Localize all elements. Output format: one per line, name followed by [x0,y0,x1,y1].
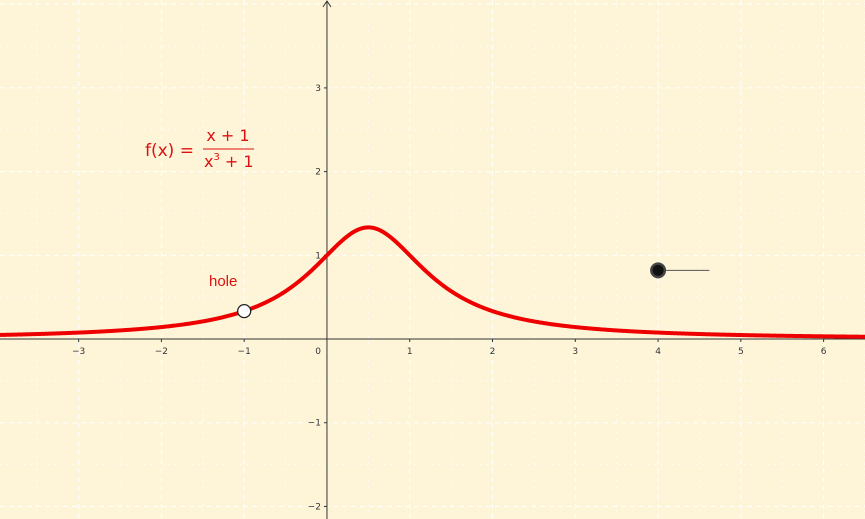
function-curve[interactable] [0,225,865,339]
formula-denominator-base: x [204,152,213,171]
x-tick-label: 6 [821,347,827,357]
function-formula: f(x) = x + 1 x3 + 1 [145,126,254,171]
y-tick-label: 1 [315,251,321,261]
slider-knob-center [652,264,664,276]
x-tick-label: 3 [572,347,578,357]
y-tick-label: −1 [308,419,321,429]
y-tick-label: 3 [315,84,321,94]
x-tick-label: −3 [72,347,85,357]
x-tick-label: 1 [407,347,413,357]
origin-label: 0 [315,347,321,357]
hole-point[interactable] [237,303,252,319]
slider[interactable] [650,262,710,279]
y-axis-arrow [322,0,332,8]
x-tick-label: 4 [655,347,661,357]
formula-lhs: f(x) = [145,141,194,161]
hole-label: hole [209,273,237,290]
x-tick-label: −1 [238,347,251,357]
y-tick-label: −2 [308,502,321,512]
tick-labels: −3 −2 −1 1 2 3 4 5 6 −2 −1 1 2 3 0 [72,84,827,513]
x-tick-label: 5 [738,347,744,357]
formula-denominator-exponent: 3 [213,152,219,163]
formula-denominator-rest: + 1 [220,152,254,171]
y-tick-label: 2 [315,168,321,178]
x-tick-label: −2 [155,347,168,357]
x-tick-label: 2 [490,347,496,357]
formula-denominator: x3 + 1 [204,152,254,171]
formula-numerator: x + 1 [206,126,249,145]
